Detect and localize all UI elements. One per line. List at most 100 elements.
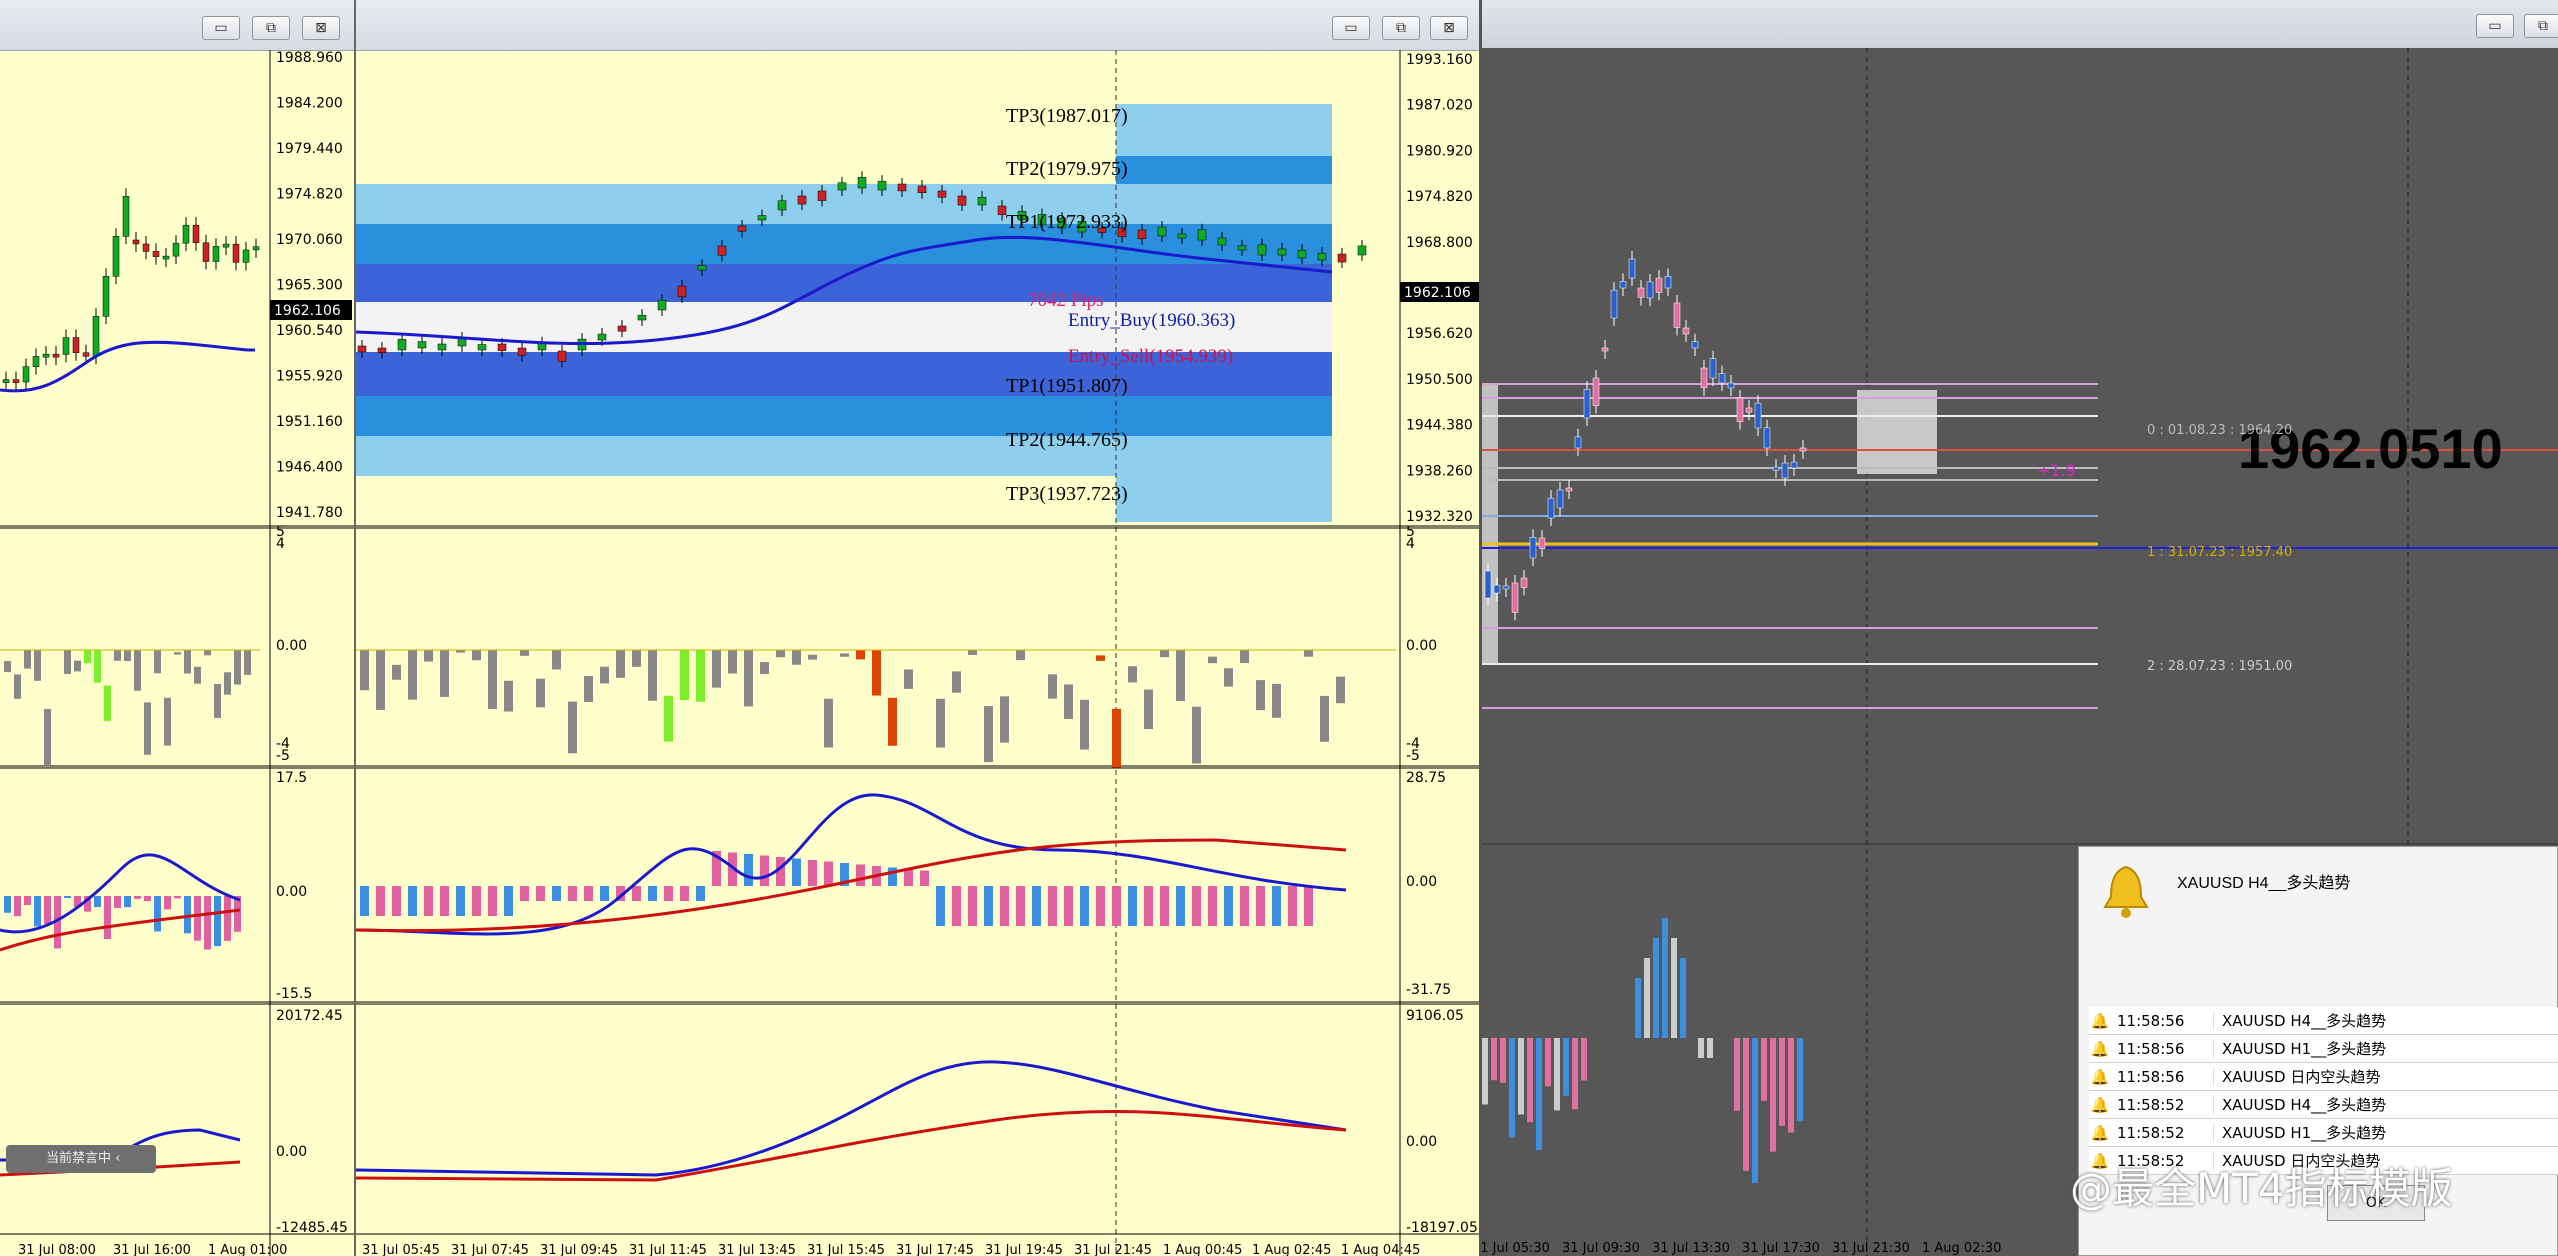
macd-bar xyxy=(1224,886,1233,926)
window-3-titlebar[interactable]: ▭ ⧉ xyxy=(1482,0,2558,49)
price-axis-label: 1993.160 xyxy=(1406,52,1473,68)
macd-bar xyxy=(552,886,561,901)
candle xyxy=(1097,227,1107,233)
minimize-button[interactable]: ▭ xyxy=(2476,14,2514,38)
time-axis-label: 1 Aug 00:45 xyxy=(1163,1243,1242,1256)
price-axis-label: 1956.620 xyxy=(1406,326,1473,342)
histogram-bar xyxy=(664,695,673,742)
alert-time: 11:58:52 xyxy=(2111,1123,2214,1142)
macd-bar xyxy=(776,857,785,886)
histogram-bar xyxy=(24,650,31,669)
macd-bar xyxy=(24,896,31,905)
candle xyxy=(1736,397,1744,422)
macd-axis-label: 17.5 xyxy=(276,770,307,786)
histogram-bar xyxy=(968,650,977,655)
price-axis-label: 1932.320 xyxy=(1406,509,1473,525)
macd-bar xyxy=(904,869,913,886)
minimize-button[interactable]: ▭ xyxy=(1332,16,1370,40)
histogram-bar xyxy=(224,672,231,695)
alert-row[interactable]: 🔔 11:58:56 XAUUSD H1__多头趋势 xyxy=(2089,1035,2558,1063)
histogram-bar xyxy=(1080,699,1089,750)
alert-row[interactable]: 🔔 11:58:52 XAUUSD H4__多头趋势 xyxy=(2089,1091,2558,1119)
restore-button[interactable]: ⧉ xyxy=(2524,14,2558,38)
left-box xyxy=(1482,384,1498,664)
close-button[interactable]: ⊠ xyxy=(1430,16,1468,40)
bell-icon: 🔔 xyxy=(2090,1067,2110,1086)
bell-icon: 🔔 xyxy=(2090,1151,2110,1170)
restore-button[interactable]: ⧉ xyxy=(252,16,290,40)
restore-button[interactable]: ⧉ xyxy=(1382,16,1420,40)
candle xyxy=(1502,585,1510,590)
candle xyxy=(1493,584,1501,594)
osc-axis-label: -12485.45 xyxy=(276,1220,348,1236)
tp3-up-label: TP3(1987.017) xyxy=(1006,105,1128,127)
candle xyxy=(1157,226,1167,237)
time-axis-label: 1 Aug 02:45 xyxy=(1252,1243,1331,1256)
alert-row[interactable]: 🔔 11:58:56 XAUUSD H4__多头趋势 xyxy=(2089,1007,2558,1035)
histogram-bar xyxy=(568,701,577,754)
histogram-bar xyxy=(1662,918,1668,1038)
hist-axis-label: 5 xyxy=(276,524,285,540)
histogram-bar xyxy=(1192,706,1201,764)
macd-bar xyxy=(1096,886,1105,926)
price-axis-label: 1968.800 xyxy=(1406,235,1473,251)
bell-icon xyxy=(2101,863,2151,919)
histogram-bar xyxy=(1272,683,1281,718)
macd-signal-line xyxy=(356,793,1347,936)
bell-icon: 🔔 xyxy=(2090,1095,2110,1114)
time-axis-label: 31 Jul 21:30 xyxy=(1832,1241,1910,1256)
macd-bar xyxy=(440,886,449,916)
macd-bar xyxy=(154,896,161,932)
tp2-up-label: TP2(1979.975) xyxy=(1006,158,1128,180)
candle xyxy=(1117,227,1127,237)
ok-button[interactable]: OK xyxy=(2327,1185,2425,1221)
window-2-titlebar[interactable]: ▭ ⧉ ⊠ xyxy=(356,0,1479,51)
macd-bar xyxy=(856,864,865,886)
candle xyxy=(12,379,20,383)
histogram-bar xyxy=(1208,656,1217,664)
fib-0-label: 0 : 01.08.23 : 1964.20 xyxy=(2147,423,2292,438)
macd-bar xyxy=(64,896,71,898)
hist-axis-label: -5 xyxy=(276,748,290,764)
price-axis-label: 1974.820 xyxy=(276,187,343,203)
candle xyxy=(1357,245,1367,256)
macd-bar xyxy=(840,863,849,886)
candle xyxy=(1700,367,1708,389)
alert-row[interactable]: 🔔 11:58:52 XAUUSD 日内空头趋势 xyxy=(2089,1147,2558,1175)
macd-axis-label: 28.75 xyxy=(1406,770,1446,786)
candle xyxy=(132,239,140,245)
histogram-bar xyxy=(1000,696,1009,743)
histogram-bar xyxy=(1160,650,1169,658)
fib-1-label: 1 : 31.07.23 : 1957.40 xyxy=(2147,545,2292,560)
alert-row[interactable]: 🔔 11:58:52 XAUUSD H1__多头趋势 xyxy=(2089,1119,2558,1147)
entry-band-white xyxy=(356,302,1332,352)
alert-time: 11:58:56 xyxy=(2111,1039,2214,1058)
macd-bar xyxy=(1288,886,1297,926)
minimize-button[interactable]: ▭ xyxy=(202,16,240,40)
macd-bar xyxy=(664,886,673,901)
candle xyxy=(1610,289,1618,319)
macd-bar xyxy=(632,886,641,901)
macd-bar xyxy=(1064,886,1073,926)
macd-bar xyxy=(14,896,21,917)
candle xyxy=(837,182,847,191)
time-axis-label: 31 Jul 11:45 xyxy=(629,1243,707,1256)
macd-bar xyxy=(392,886,401,916)
bell-icon: 🔔 xyxy=(2090,1011,2110,1030)
window-1-titlebar[interactable]: ▭ ⧉ ⊠ xyxy=(0,0,354,51)
price-axis-label: 1987.020 xyxy=(1406,98,1473,114)
macd-bar xyxy=(728,852,737,886)
histogram-bar xyxy=(84,650,91,664)
histogram-bar xyxy=(440,650,449,697)
tp3-dn-zone xyxy=(1116,476,1332,522)
histogram-bar xyxy=(632,650,641,667)
macd-bar xyxy=(114,896,121,909)
macd-bar xyxy=(144,896,151,902)
macd-bar xyxy=(952,886,961,926)
candle xyxy=(1718,373,1726,384)
alert-row[interactable]: 🔔 11:58:56 XAUUSD 日内空头趋势 xyxy=(2089,1063,2558,1091)
histogram-bar xyxy=(1048,674,1057,699)
close-button[interactable]: ⊠ xyxy=(302,16,340,40)
candle xyxy=(1520,577,1528,588)
histogram-bar xyxy=(1743,1038,1749,1171)
